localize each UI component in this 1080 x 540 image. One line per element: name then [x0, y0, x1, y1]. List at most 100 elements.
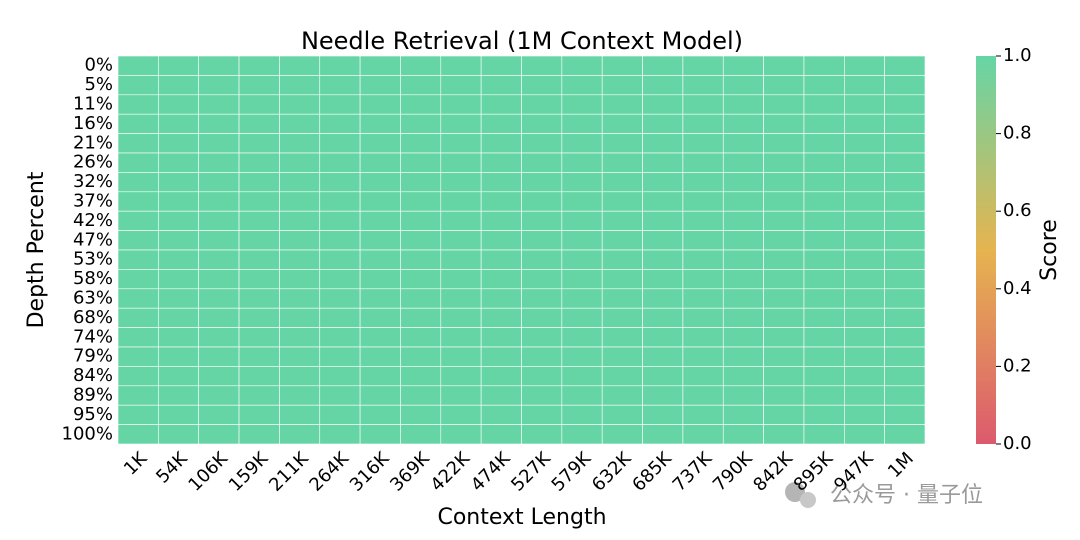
heatmap-cell	[117, 327, 159, 348]
heatmap-cell	[158, 113, 200, 134]
heatmap-cell	[763, 346, 805, 367]
heatmap-cell	[763, 404, 805, 425]
heatmap-cell	[440, 210, 482, 231]
heatmap-cell	[480, 113, 522, 134]
x-tick-label: 737K	[669, 447, 717, 495]
x-tick-label: 159K	[225, 447, 273, 495]
heatmap-cell	[117, 191, 159, 212]
heatmap-cell	[601, 269, 643, 290]
heatmap-cell	[238, 133, 280, 154]
x-tick-label: 790K	[709, 447, 757, 495]
heatmap-cell	[319, 75, 361, 96]
heatmap-cell	[238, 55, 280, 76]
y-tick-label: 16%	[73, 113, 113, 134]
heatmap-cell	[601, 288, 643, 309]
heatmap-cell	[238, 172, 280, 193]
heatmap-cell	[319, 55, 361, 76]
heatmap-cell	[722, 191, 764, 212]
heatmap-cell	[722, 269, 764, 290]
heatmap-cell	[803, 94, 845, 115]
heatmap-cell	[601, 133, 643, 154]
heatmap-cell	[319, 346, 361, 367]
heatmap-cell	[117, 55, 159, 76]
heatmap-cell	[843, 55, 885, 76]
heatmap-cell	[279, 113, 321, 134]
heatmap-cell	[803, 346, 845, 367]
heatmap-cell	[158, 307, 200, 328]
heatmap-cell	[682, 191, 724, 212]
heatmap-cell	[117, 210, 159, 231]
heatmap-cell	[722, 327, 764, 348]
heatmap-cell	[158, 385, 200, 406]
heatmap-cell	[803, 113, 845, 134]
heatmap-cell	[601, 327, 643, 348]
heatmap-cell	[561, 366, 603, 387]
heatmap-cell	[561, 424, 603, 445]
heatmap-cell	[158, 346, 200, 367]
heatmap-cell	[763, 307, 805, 328]
heatmap-cell	[561, 172, 603, 193]
heatmap-cell	[198, 172, 240, 193]
heatmap-cell	[561, 230, 603, 251]
heatmap-cell	[359, 424, 401, 445]
heatmap-cell	[359, 404, 401, 425]
heatmap-cell	[198, 152, 240, 173]
heatmap-cell	[803, 269, 845, 290]
x-tick-label: 632K	[588, 447, 636, 495]
heatmap-cell	[238, 366, 280, 387]
heatmap-cell	[843, 404, 885, 425]
heatmap-cell	[601, 424, 643, 445]
heatmap-cell	[561, 307, 603, 328]
y-tick-label: 37%	[73, 191, 113, 212]
heatmap-cell	[521, 249, 563, 270]
heatmap-cell	[803, 55, 845, 76]
heatmap-cell	[279, 94, 321, 115]
heatmap-cell	[884, 172, 926, 193]
heatmap-cell	[521, 288, 563, 309]
heatmap-cell	[158, 269, 200, 290]
y-tick-label: 26%	[73, 152, 113, 173]
heatmap-cell	[440, 269, 482, 290]
heatmap-cell	[642, 230, 684, 251]
heatmap-cell	[521, 269, 563, 290]
heatmap-cell	[279, 230, 321, 251]
heatmap-cell	[884, 327, 926, 348]
y-tick-label: 79%	[73, 346, 113, 367]
heatmap-cell	[521, 210, 563, 231]
heatmap-cell	[601, 210, 643, 231]
heatmap-cell	[803, 404, 845, 425]
heatmap-cell	[279, 55, 321, 76]
heatmap-cell	[722, 404, 764, 425]
heatmap-cell	[198, 210, 240, 231]
heatmap-cell	[642, 307, 684, 328]
x-tick-label: 316K	[346, 447, 394, 495]
heatmap-cell	[521, 230, 563, 251]
heatmap-cell	[359, 366, 401, 387]
x-tick-label: 211K	[265, 447, 313, 495]
heatmap-cell	[400, 269, 442, 290]
colorbar-tick-label: 1.0	[1003, 45, 1032, 66]
heatmap-cell	[521, 307, 563, 328]
heatmap-cell	[682, 404, 724, 425]
heatmap-cell	[279, 385, 321, 406]
heatmap-cell	[440, 327, 482, 348]
heatmap-cell	[117, 94, 159, 115]
heatmap-cell	[803, 210, 845, 231]
heatmap-cell	[682, 424, 724, 445]
heatmap-cell	[359, 249, 401, 270]
heatmap-cell	[359, 210, 401, 231]
heatmap-cell	[561, 133, 603, 154]
heatmap-cell	[763, 94, 805, 115]
heatmap-cell	[158, 133, 200, 154]
heatmap-cell	[682, 133, 724, 154]
heatmap-cell	[400, 75, 442, 96]
heatmap-cell	[400, 230, 442, 251]
heatmap-cell	[480, 94, 522, 115]
heatmap-cell	[480, 424, 522, 445]
y-tick-label: 32%	[73, 171, 113, 192]
heatmap-cell	[884, 152, 926, 173]
heatmap-cell	[198, 327, 240, 348]
y-tick-label: 68%	[73, 307, 113, 328]
heatmap-cell	[682, 269, 724, 290]
heatmap-cell	[238, 327, 280, 348]
